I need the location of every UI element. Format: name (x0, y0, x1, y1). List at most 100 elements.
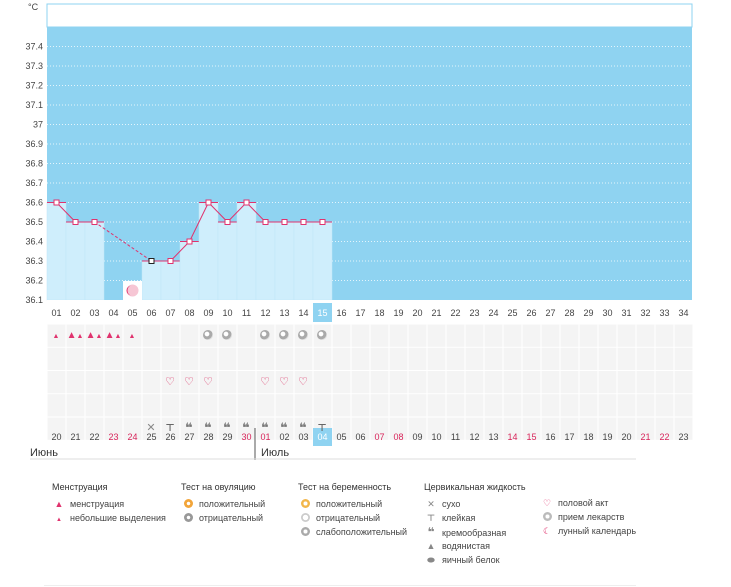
cycle-day-label[interactable]: 10 (222, 308, 232, 318)
cycle-day-label[interactable]: 33 (659, 308, 669, 318)
grid-cell[interactable] (85, 394, 104, 417)
grid-cell[interactable] (332, 347, 351, 370)
grid-cell[interactable] (617, 324, 636, 347)
date-label[interactable]: 12 (469, 432, 479, 442)
grid-cell[interactable] (142, 371, 161, 394)
temperature-point[interactable] (148, 258, 155, 264)
date-label[interactable]: 24 (127, 432, 137, 442)
grid-cell[interactable] (104, 347, 123, 370)
grid-cell[interactable] (161, 324, 180, 347)
grid-cell[interactable] (579, 417, 598, 440)
grid-cell[interactable] (161, 394, 180, 417)
grid-cell[interactable] (541, 324, 560, 347)
date-label[interactable]: 22 (659, 432, 669, 442)
grid-cell[interactable] (465, 324, 484, 347)
grid-cell[interactable] (142, 417, 161, 440)
date-label[interactable]: 05 (336, 432, 346, 442)
date-label[interactable]: 25 (146, 432, 156, 442)
date-label[interactable]: 23 (678, 432, 688, 442)
grid-cell[interactable] (237, 371, 256, 394)
grid-cell[interactable] (579, 371, 598, 394)
grid-cell[interactable] (541, 417, 560, 440)
grid-cell[interactable] (180, 347, 199, 370)
temperature-point[interactable] (319, 219, 326, 225)
grid-cell[interactable] (484, 324, 503, 347)
grid-cell[interactable] (47, 394, 66, 417)
grid-cell[interactable] (218, 371, 237, 394)
grid-cell[interactable] (617, 347, 636, 370)
date-label[interactable]: 21 (640, 432, 650, 442)
date-label[interactable]: 07 (374, 432, 384, 442)
cycle-day-label[interactable]: 13 (279, 308, 289, 318)
grid-cell[interactable] (199, 371, 218, 394)
date-label[interactable]: 20 (621, 432, 631, 442)
grid-cell[interactable] (522, 347, 541, 370)
grid-cell[interactable] (560, 394, 579, 417)
temperature-point[interactable] (224, 219, 231, 225)
cycle-day-label[interactable]: 14 (298, 308, 308, 318)
grid-cell[interactable] (522, 394, 541, 417)
grid-cell[interactable] (47, 417, 66, 440)
grid-cell[interactable] (294, 347, 313, 370)
grid-cell[interactable] (123, 347, 142, 370)
grid-cell[interactable] (503, 371, 522, 394)
grid-cell[interactable] (161, 347, 180, 370)
grid-cell[interactable] (66, 347, 85, 370)
grid-cell[interactable] (636, 371, 655, 394)
grid-cell[interactable] (370, 417, 389, 440)
grid-cell[interactable] (617, 394, 636, 417)
grid-cell[interactable] (351, 394, 370, 417)
date-label[interactable]: 17 (564, 432, 574, 442)
grid-cell[interactable] (598, 324, 617, 347)
date-label[interactable]: 11 (451, 432, 460, 442)
grid-cell[interactable] (655, 417, 674, 440)
cycle-day-label[interactable]: 34 (678, 308, 688, 318)
cycle-day-label[interactable]: 03 (89, 308, 99, 318)
grid-cell[interactable] (579, 394, 598, 417)
cycle-day-label[interactable]: 07 (165, 308, 175, 318)
cycle-day-label[interactable]: 23 (469, 308, 479, 318)
cycle-day-label[interactable]: 19 (393, 308, 403, 318)
grid-cell[interactable] (180, 417, 199, 440)
cycle-day-label[interactable]: 18 (374, 308, 384, 318)
grid-cell[interactable] (256, 347, 275, 370)
grid-cell[interactable] (503, 394, 522, 417)
cycle-day-label[interactable]: 17 (355, 308, 365, 318)
date-label[interactable]: 09 (412, 432, 422, 442)
cycle-day-label[interactable]: 30 (602, 308, 612, 318)
grid-cell[interactable] (313, 347, 332, 370)
grid-cell[interactable] (674, 417, 693, 440)
grid-cell[interactable] (655, 371, 674, 394)
grid-cell[interactable] (294, 371, 313, 394)
cycle-day-label[interactable]: 26 (526, 308, 536, 318)
grid-cell[interactable] (85, 347, 104, 370)
date-label[interactable]: 03 (298, 432, 308, 442)
grid-cell[interactable] (389, 417, 408, 440)
grid-cell[interactable] (560, 347, 579, 370)
date-label[interactable]: 01 (260, 432, 270, 442)
cycle-day-label[interactable]: 25 (507, 308, 517, 318)
grid-cell[interactable] (522, 417, 541, 440)
grid-cell[interactable] (446, 371, 465, 394)
date-label[interactable]: 29 (222, 432, 232, 442)
date-label[interactable]: 26 (165, 432, 175, 442)
date-label[interactable]: 18 (583, 432, 593, 442)
grid-cell[interactable] (484, 371, 503, 394)
grid-cell[interactable] (47, 371, 66, 394)
grid-cell[interactable] (351, 417, 370, 440)
date-labels[interactable]: 20 21 22 23 24 25 26 27 28 29 30 01 02 03 04 05 06 07 08 09… (51, 432, 688, 442)
grid-cell[interactable] (180, 324, 199, 347)
cycle-day-label[interactable]: 04 (108, 308, 118, 318)
date-label[interactable]: 23 (108, 432, 118, 442)
grid-cell[interactable] (104, 417, 123, 440)
cycle-day-label[interactable]: 06 (146, 308, 156, 318)
grid-cell[interactable] (617, 371, 636, 394)
grid-cell[interactable] (47, 324, 66, 347)
grid-cell[interactable] (370, 347, 389, 370)
grid-cell[interactable] (408, 394, 427, 417)
grid-cell[interactable] (427, 371, 446, 394)
cycle-day-label[interactable]: 01 (51, 308, 61, 318)
grid-cell[interactable] (161, 371, 180, 394)
grid-cell[interactable] (522, 324, 541, 347)
date-label[interactable]: 13 (488, 432, 498, 442)
